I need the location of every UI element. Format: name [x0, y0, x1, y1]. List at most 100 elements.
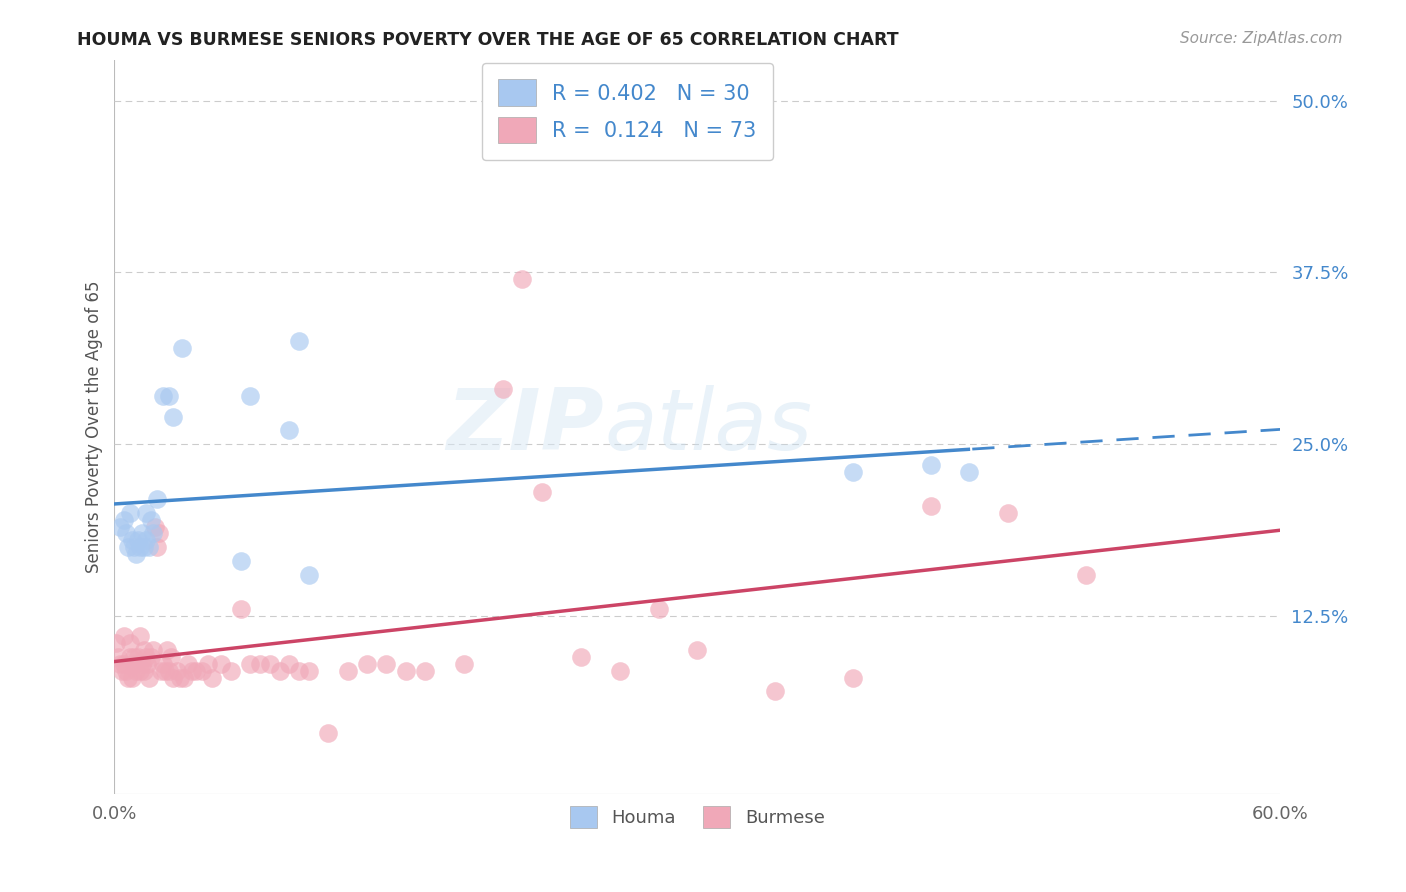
Point — [115, 664, 138, 678]
Point — [229, 602, 252, 616]
Point — [117, 671, 139, 685]
Point — [132, 664, 155, 678]
Point — [143, 519, 166, 533]
Point — [336, 664, 359, 678]
Point — [118, 506, 141, 520]
Point — [146, 492, 169, 507]
Point — [152, 389, 174, 403]
Point — [1074, 567, 1097, 582]
Point — [138, 671, 160, 685]
Point — [138, 540, 160, 554]
Point — [112, 629, 135, 643]
Point — [157, 389, 180, 403]
Point — [219, 664, 242, 678]
Point — [156, 643, 179, 657]
Point — [184, 664, 207, 678]
Point — [134, 533, 156, 548]
Point — [117, 540, 139, 554]
Point — [107, 650, 129, 665]
Point — [259, 657, 281, 671]
Text: atlas: atlas — [605, 385, 813, 468]
Point — [127, 533, 149, 548]
Point — [122, 540, 145, 554]
Point — [122, 650, 145, 665]
Point — [166, 664, 188, 678]
Point — [842, 671, 865, 685]
Point — [131, 657, 153, 671]
Point — [121, 533, 143, 548]
Point — [492, 382, 515, 396]
Point — [127, 650, 149, 665]
Point — [115, 526, 138, 541]
Point — [177, 657, 200, 671]
Point — [136, 657, 159, 671]
Point — [134, 506, 156, 520]
Point — [132, 540, 155, 554]
Point — [148, 526, 170, 541]
Point — [842, 465, 865, 479]
Point — [152, 657, 174, 671]
Point — [569, 650, 592, 665]
Point — [920, 499, 942, 513]
Point — [112, 657, 135, 671]
Point — [298, 664, 321, 678]
Point — [920, 458, 942, 472]
Point — [125, 664, 148, 678]
Point — [997, 506, 1019, 520]
Point — [239, 389, 262, 403]
Point — [200, 671, 222, 685]
Point — [121, 671, 143, 685]
Point — [763, 684, 786, 698]
Point — [134, 650, 156, 665]
Point — [173, 671, 195, 685]
Text: Source: ZipAtlas.com: Source: ZipAtlas.com — [1180, 31, 1343, 46]
Point — [118, 650, 141, 665]
Point — [169, 671, 191, 685]
Point — [316, 725, 339, 739]
Point — [111, 664, 134, 678]
Point — [209, 657, 232, 671]
Point — [142, 526, 165, 541]
Y-axis label: Seniors Poverty Over the Age of 65: Seniors Poverty Over the Age of 65 — [86, 281, 103, 574]
Point — [162, 409, 184, 424]
Point — [609, 664, 631, 678]
Point — [146, 540, 169, 554]
Text: HOUMA VS BURMESE SENIORS POVERTY OVER THE AGE OF 65 CORRELATION CHART: HOUMA VS BURMESE SENIORS POVERTY OVER TH… — [77, 31, 898, 49]
Point — [512, 272, 534, 286]
Point — [118, 636, 141, 650]
Point — [249, 657, 271, 671]
Point — [957, 465, 980, 479]
Point — [141, 650, 163, 665]
Point — [142, 643, 165, 657]
Point — [647, 602, 669, 616]
Point — [453, 657, 475, 671]
Point — [197, 657, 219, 671]
Point — [132, 643, 155, 657]
Point — [141, 513, 163, 527]
Point — [356, 657, 378, 671]
Point — [153, 664, 176, 678]
Point — [288, 334, 311, 348]
Point — [229, 554, 252, 568]
Point — [128, 664, 150, 678]
Point — [112, 513, 135, 527]
Point — [239, 657, 262, 671]
Point — [110, 657, 132, 671]
Point — [269, 664, 291, 678]
Point — [157, 664, 180, 678]
Point — [128, 629, 150, 643]
Point — [530, 485, 553, 500]
Point — [686, 643, 709, 657]
Point — [122, 657, 145, 671]
Point — [395, 664, 418, 678]
Point — [131, 526, 153, 541]
Point — [278, 657, 301, 671]
Point — [128, 540, 150, 554]
Point — [181, 664, 204, 678]
Point — [110, 519, 132, 533]
Point — [375, 657, 398, 671]
Point — [150, 664, 173, 678]
Point — [172, 341, 194, 355]
Point — [159, 650, 181, 665]
Point — [162, 671, 184, 685]
